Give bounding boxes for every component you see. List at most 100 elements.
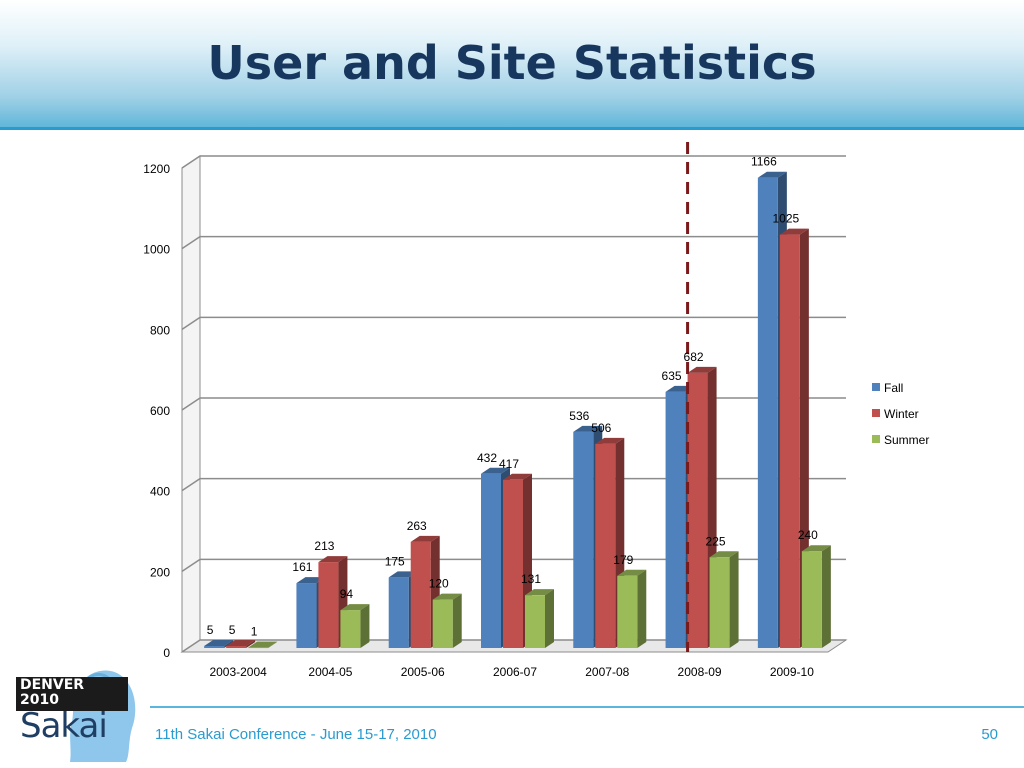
bar-side [821, 545, 831, 648]
bar [801, 551, 822, 648]
bar [779, 234, 800, 649]
bar-top [595, 437, 625, 444]
data-label: 263 [407, 519, 427, 533]
gridline [181, 397, 846, 411]
bar-side [545, 589, 554, 648]
data-label: 161 [292, 560, 312, 574]
bar-top [340, 604, 370, 611]
data-label: 1025 [773, 212, 800, 226]
sakai-wordmark: Sakai [20, 706, 108, 746]
y-tick-label: 800 [150, 323, 170, 337]
bar-top [709, 551, 739, 558]
data-label: 94 [340, 587, 354, 601]
denver-badge [16, 677, 128, 711]
y-tick-label: 400 [150, 485, 170, 499]
bar-side [360, 604, 370, 648]
title-banner-rule [0, 127, 1024, 130]
y-tick-label: 1000 [143, 243, 170, 257]
bar [687, 372, 708, 648]
bar-top [296, 577, 326, 584]
bar-side [246, 639, 256, 648]
footer-text: 11th Sakai Conference - June 15-17, 2010 [155, 726, 437, 743]
legend-label: Summer [884, 433, 929, 447]
bar-top [432, 593, 462, 600]
gridline [181, 316, 846, 330]
bar-chart: 0 200 400 600 800 1000 1200 2003-2004 2004-05 200… [143, 142, 929, 679]
data-label: 213 [314, 539, 334, 553]
bar-top [226, 639, 256, 646]
title-banner [0, 0, 1024, 130]
slide-title: User and Site Statistics [207, 36, 817, 90]
bar-top [388, 571, 418, 578]
bar-side [729, 551, 739, 648]
bar [709, 557, 730, 648]
bar [318, 562, 339, 648]
bar-top [204, 639, 234, 646]
y-tick-label: 200 [150, 565, 170, 579]
year-label: 2010 [20, 692, 59, 708]
bar [410, 541, 431, 648]
data-label: 417 [499, 457, 519, 471]
data-label: 179 [613, 553, 633, 567]
y-tick-label: 0 [163, 646, 170, 660]
x-tick-label: 2003-2004 [209, 665, 267, 679]
data-label: 635 [662, 369, 682, 383]
bar [757, 177, 778, 649]
bar-top [410, 535, 440, 542]
bar-top [248, 641, 278, 648]
data-label: 225 [706, 534, 726, 548]
bar [481, 473, 501, 648]
x-tick-label: 2004-05 [308, 665, 352, 679]
bar-top [573, 425, 603, 432]
data-label: 5 [207, 623, 214, 637]
bar-top [318, 556, 348, 563]
x-tick-label: 2008-09 [678, 665, 722, 679]
bar [340, 610, 361, 648]
data-label: 1 [251, 625, 258, 639]
page-number: 50 [981, 726, 998, 743]
legend-label: Fall [884, 381, 903, 395]
data-label: 131 [521, 572, 541, 586]
bar [573, 431, 594, 648]
bar-top [503, 473, 532, 480]
legend-label: Winter [884, 407, 919, 421]
gridline [181, 155, 846, 169]
bar-side [452, 593, 462, 648]
bar [432, 599, 453, 648]
data-label: 682 [684, 350, 704, 364]
bar-top [779, 228, 809, 235]
data-label: 120 [429, 577, 449, 591]
x-tick-label: 2005-06 [401, 665, 445, 679]
y-tick-label: 1200 [143, 162, 170, 176]
data-label: 1166 [751, 155, 777, 169]
bar-side [637, 569, 647, 648]
legend-swatch [872, 435, 880, 443]
legend-swatch [872, 409, 880, 417]
gridline [181, 235, 846, 250]
y-tick-label: 600 [150, 404, 170, 418]
bar-top [617, 569, 647, 576]
bar [248, 647, 269, 649]
footer-rule [150, 706, 1024, 708]
bar-side [799, 228, 809, 649]
bar-top [481, 467, 510, 474]
data-label: 5 [229, 623, 236, 637]
bar [503, 479, 523, 648]
gridline [181, 477, 846, 492]
bar [595, 443, 616, 648]
bar-top [687, 366, 717, 373]
x-tick-label: 2007-08 [585, 665, 629, 679]
bar [525, 595, 545, 648]
bar-top [757, 171, 787, 178]
legend-swatch [872, 383, 880, 391]
data-label: 175 [385, 554, 405, 568]
gridline [181, 558, 846, 572]
bar [388, 577, 409, 648]
bar [665, 391, 686, 648]
bar-side [268, 641, 278, 648]
x-tick-label: 2009-10 [770, 665, 814, 679]
data-label: 506 [591, 421, 611, 435]
bar-top [525, 589, 554, 596]
data-label: 536 [569, 409, 589, 423]
x-tick-label: 2006-07 [493, 665, 537, 679]
